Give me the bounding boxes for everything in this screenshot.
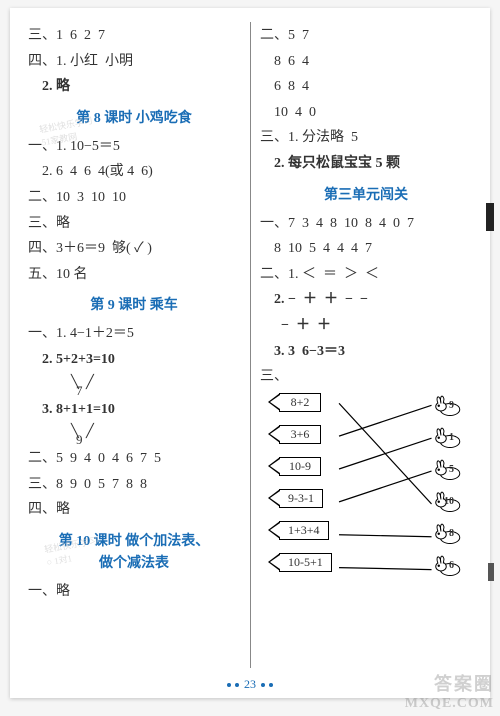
carrot-expression: 10-9: [268, 457, 321, 476]
text-line: 8 10 5 4 4 4 7: [260, 239, 472, 259]
expression-box: 8+2: [279, 393, 321, 412]
edge-crop-mark: [488, 563, 494, 581]
text-line: 三、1. 分法略 5: [260, 128, 472, 148]
text-line: 二、1. ＜ ＝ ＞ ＜: [260, 265, 472, 285]
section-heading: 第 10 课时 做个加法表、: [28, 530, 240, 550]
text-line: 6 8 4: [260, 77, 472, 97]
branch-diagram: ╲╱ 7: [72, 376, 240, 394]
rabbit-number: 10: [444, 496, 454, 507]
rabbit-icon: [432, 521, 462, 545]
text-line: 二、10 3 10 10: [28, 188, 240, 208]
text-line: 2. − ＋ ＋ − −: [260, 290, 472, 310]
branch-diagram: ╲╱ 9: [72, 425, 240, 443]
right-column: 二、5 7 8 6 4 6 8 4 10 4 0 三、1. 分法略 5 2. 每…: [250, 20, 482, 678]
carrot-expression: 9-3-1: [268, 489, 323, 508]
text-line: 10 4 0: [260, 103, 472, 123]
section-heading: 第 8 课时 小鸡吃食: [28, 107, 240, 127]
edge-crop-mark: [486, 203, 494, 231]
column-divider: [250, 22, 251, 668]
text-line: 2. 每只松鼠宝宝 5 颗: [260, 154, 472, 174]
text-line: 四、略: [28, 500, 240, 520]
text-line: 三、1 6 2 7: [28, 26, 240, 46]
text-line: 一、1. 10−5＝5: [28, 137, 240, 157]
expression-box: 9-3-1: [279, 489, 323, 508]
rabbit-icon: [432, 553, 462, 577]
text-line: 3. 3 6−3＝3: [260, 342, 472, 362]
section-heading: 第三单元闯关: [260, 184, 472, 204]
text-line: 五、10 名: [28, 265, 240, 285]
text-line: 四、3＋6＝9 够( ✓ ): [28, 239, 240, 259]
matching-diagram: 8+2 3+6 10-9 9-3-1 1+3+4 10-5+1 9 1 5 10 8 6: [260, 393, 472, 583]
text-line: 四、1. 小红 小明: [28, 52, 240, 72]
text-line: 三、略: [28, 214, 240, 234]
rabbit-number: 1: [449, 432, 454, 443]
section-heading: 做个减法表: [28, 552, 240, 572]
text-line: 一、1. 4−1＋2＝5: [28, 324, 240, 344]
watermark-text: MXQE.COM: [405, 696, 494, 712]
rabbit-number: 6: [449, 560, 454, 571]
text-line: 一、略: [28, 582, 240, 602]
text-line: 二、5 9 4 0 4 6 7 5: [28, 449, 240, 469]
text-line: 3. 8+1+1=10: [28, 400, 240, 420]
text-line: 2. 6 4 6 4(或 4 6): [28, 162, 240, 182]
expression-box: 3+6: [279, 425, 321, 444]
text-line: 2. 5+2+3=10: [28, 350, 240, 370]
watermark-text: 答案圈: [434, 670, 494, 696]
rabbit-number: 8: [449, 528, 454, 539]
expression-box: 1+3+4: [279, 521, 329, 540]
carrot-expression: 1+3+4: [268, 521, 329, 540]
rabbit-number: 9: [449, 400, 454, 411]
page-number-value: 23: [244, 677, 256, 691]
text-line: 2. 略: [28, 77, 240, 97]
left-column: 轻松快乐学习51家教网 三、1 6 2 7 四、1. 小红 小明 2. 略 第 …: [18, 20, 250, 678]
branch-result: 7: [76, 383, 83, 399]
text-line: 三、8 9 0 5 7 8 8: [28, 475, 240, 495]
rabbit-icon: [432, 393, 462, 417]
rabbit-icon: [432, 457, 462, 481]
text-line: 三、: [260, 367, 472, 387]
text-line: 一、7 3 4 8 10 8 4 0 7: [260, 214, 472, 234]
rabbit-icon: [432, 425, 462, 449]
section-heading: 第 9 课时 乘车: [28, 294, 240, 314]
expression-box: 10-9: [279, 457, 321, 476]
rabbit-number: 5: [449, 464, 454, 475]
carrot-expression: 8+2: [268, 393, 321, 412]
text-line: 8 6 4: [260, 52, 472, 72]
page: 轻松快乐学习51家教网 三、1 6 2 7 四、1. 小红 小明 2. 略 第 …: [10, 8, 490, 698]
carrot-expression: 10-5+1: [268, 553, 332, 572]
page-number: 23: [10, 677, 490, 692]
expression-box: 10-5+1: [279, 553, 332, 572]
text-line: 二、5 7: [260, 26, 472, 46]
text-line: − ＋ ＋: [260, 316, 472, 336]
carrot-expression: 3+6: [268, 425, 321, 444]
branch-result: 9: [76, 432, 83, 448]
